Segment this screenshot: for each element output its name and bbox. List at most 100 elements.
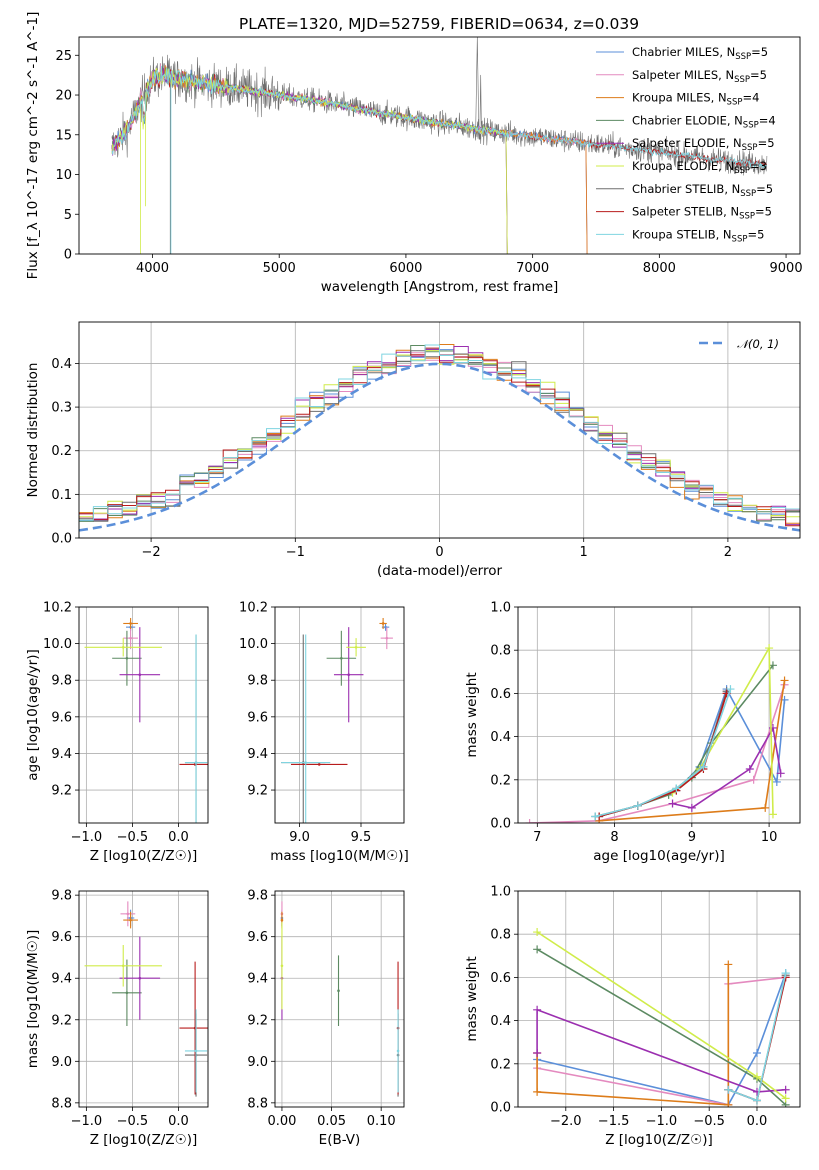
data-point <box>121 645 125 649</box>
y-tick-label: 15 <box>55 128 72 143</box>
data-point <box>129 636 132 640</box>
y-tick-label: 0.3 <box>51 401 72 416</box>
panel-age_vs_z: −1.0 −0.5 0.0 9.2 9.4 9.6 9.8 10.0 10.2 Z [log10(… <box>25 601 209 864</box>
normal-curve <box>79 362 800 532</box>
y-tick-label: 0.0 <box>490 817 511 832</box>
x-tick-label: 0.0 <box>168 830 189 845</box>
y-tick-label: 5 <box>64 208 72 223</box>
mw-marker <box>781 969 790 978</box>
y-tick-label: 1.0 <box>490 885 511 900</box>
y-tick-label: 9.2 <box>51 784 72 799</box>
panel-spectrum: 4000 5000 6000 7000 8000 9000 0 5 10 15 20 25 wavele… <box>25 12 803 295</box>
mw-marker <box>768 810 777 819</box>
plot-area <box>281 617 393 823</box>
data-point <box>121 964 125 968</box>
x-tick-label: 0.10 <box>367 1114 396 1129</box>
x-tick-label: −1.0 <box>646 1114 678 1129</box>
x-axis-label: (data-model)/error <box>377 563 503 579</box>
mw-marker <box>726 685 735 694</box>
y-tick-label: 9.8 <box>51 889 72 904</box>
y-tick-label: 0.8 <box>490 644 511 659</box>
x-tick-label: 6000 <box>389 261 422 276</box>
x-tick-label: 0.0 <box>747 1114 768 1129</box>
figure-title: PLATE=1320, MJD=52759, FIBERID=0634, z=0… <box>239 15 639 33</box>
spectrum-series-0 <box>111 37 768 254</box>
x-tick-label: −2.0 <box>550 1114 582 1129</box>
y-tick-label: 10.2 <box>239 601 268 616</box>
mw-marker <box>533 1005 542 1014</box>
y-tick-label: 0.4 <box>490 1014 511 1029</box>
axes-frame <box>274 606 405 824</box>
x-axis-label: mass [log10(M/M☉)] <box>270 848 409 864</box>
y-tick-label: 9.4 <box>51 972 72 987</box>
mw-marker <box>633 801 642 810</box>
mw-series-0 <box>536 972 787 1106</box>
y-tick-label: 0.6 <box>490 687 511 702</box>
x-axis-label: wavelength [Angstrom, rest frame] <box>321 279 559 295</box>
x-tick-label: −0.5 <box>117 1114 149 1129</box>
mw-marker <box>780 676 789 685</box>
y-tick-label: 0.1 <box>51 488 72 503</box>
data-point <box>138 673 142 677</box>
data-point <box>126 912 130 916</box>
mw-series-1 <box>529 684 786 823</box>
x-tick-label: −0.5 <box>117 830 149 845</box>
y-tick-label: 0.2 <box>490 1057 511 1072</box>
y-tick-label: 9.4 <box>51 747 72 762</box>
y-tick-label: 0.2 <box>490 773 511 788</box>
data-point <box>280 918 284 922</box>
y-tick-label: 0.8 <box>490 928 511 943</box>
data-point <box>138 976 142 980</box>
y-tick-label: 9.0 <box>51 1055 72 1070</box>
mw-marker <box>749 775 758 784</box>
plot-area <box>525 644 789 823</box>
axes-frame <box>78 321 801 539</box>
x-tick-label: −1.5 <box>598 1114 630 1129</box>
y-tick-label: 8.8 <box>51 1096 72 1111</box>
y-tick-label: 9.2 <box>51 1013 72 1028</box>
x-axis-label: Z [log10(Z/Z☉)] <box>90 1132 198 1148</box>
axes-frame <box>517 606 801 824</box>
legend-entry: Salpeter MILES, NSSP=5 <box>632 68 767 85</box>
y-tick-label: 0.4 <box>490 730 511 745</box>
data-point <box>125 656 129 660</box>
y-tick-label: 9.2 <box>247 1013 268 1028</box>
data-point <box>194 761 198 764</box>
x-tick-label: −1 <box>286 545 305 560</box>
y-tick-label: 20 <box>55 89 72 104</box>
y-tick-label: 9.6 <box>51 710 72 725</box>
x-tick-label: 10 <box>761 830 778 845</box>
mw-marker <box>591 812 600 821</box>
mw-marker <box>772 777 781 786</box>
data-point <box>354 645 358 649</box>
mw-marker <box>724 1100 733 1107</box>
y-tick-label: 10 <box>55 168 72 183</box>
spectrum-legend: Chabrier MILES, NSSP=5 Salpeter MILES, NS… <box>596 45 776 244</box>
mw-marker <box>525 819 534 823</box>
spectrum-series-3 <box>111 63 588 254</box>
legend-entry: Salpeter STELIB, NSSP=5 <box>632 205 772 222</box>
y-tick-label: 9.8 <box>247 674 268 689</box>
y-tick-label: 9.4 <box>247 972 268 987</box>
axes-frame <box>517 890 801 1108</box>
y-tick-label: 0.6 <box>490 971 511 986</box>
hist-series-8 <box>79 344 800 538</box>
x-tick-label: 4000 <box>136 261 169 276</box>
mw-series-4 <box>536 1009 786 1093</box>
y-tick-label: 9.8 <box>51 674 72 689</box>
data-point <box>385 636 389 640</box>
mw-marker <box>781 1094 790 1103</box>
y-tick-label: 10.2 <box>43 601 72 616</box>
x-tick-label: 1 <box>580 545 588 560</box>
data-point <box>337 989 340 992</box>
mw-marker <box>533 1087 542 1096</box>
x-tick-label: −1.0 <box>71 1114 103 1129</box>
y-tick-label: 9.2 <box>247 784 268 799</box>
x-tick-label: −0.5 <box>693 1114 725 1129</box>
panel-mass_weight_vs_z: −2.0 −1.5 −1.0 −0.5 0.0 0.0 0.2 0.4 0.6 0.8 1.0 Z [… <box>464 885 801 1148</box>
legend-entry: Chabrier ELODIE, NSSP=4 <box>632 113 776 130</box>
x-tick-label: 7000 <box>516 261 549 276</box>
data-point <box>304 761 308 764</box>
axes-frame <box>78 890 209 1108</box>
